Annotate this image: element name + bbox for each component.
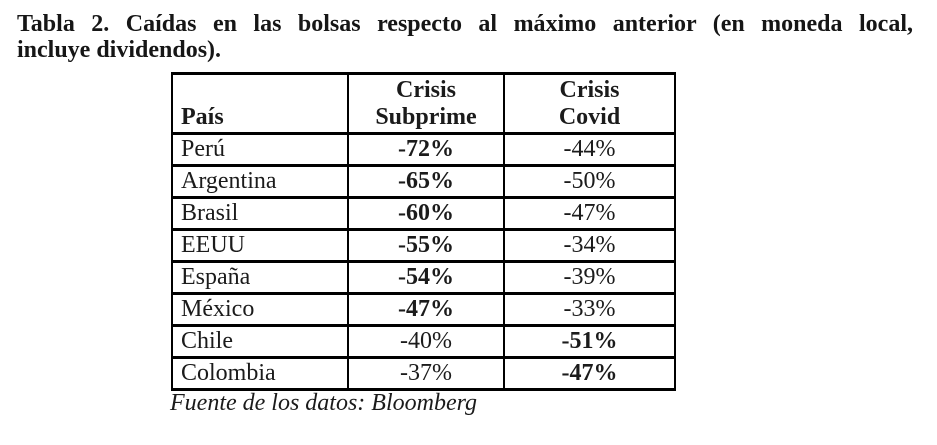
subprime-value-cell: -40% bbox=[347, 324, 505, 359]
covid-value-cell: -34% bbox=[503, 228, 676, 263]
country-cell: México bbox=[171, 292, 349, 327]
header-cell-crisis-subprime: Crisis Subprime bbox=[347, 72, 505, 135]
country-cell: España bbox=[171, 260, 349, 295]
crisis-drawdown-table: País Crisis Subprime Crisis Covid Perú -7… bbox=[171, 72, 676, 391]
subprime-value-cell: -60% bbox=[347, 196, 505, 231]
covid-value-cell: -50% bbox=[503, 164, 676, 199]
covid-value-cell: -44% bbox=[503, 132, 676, 167]
covid-value-cell: -47% bbox=[503, 356, 676, 391]
table-row: Brasil -60% -47% bbox=[171, 196, 676, 231]
header-cell-country: País bbox=[171, 72, 349, 135]
subprime-value-cell: -54% bbox=[347, 260, 505, 295]
covid-value-cell: -39% bbox=[503, 260, 676, 295]
table-row: Colombia -37% -47% bbox=[171, 356, 676, 391]
subprime-value-cell: -47% bbox=[347, 292, 505, 327]
table-caption-line2: incluye dividendos). bbox=[17, 37, 222, 63]
subprime-value-cell: -55% bbox=[347, 228, 505, 263]
country-cell: Argentina bbox=[171, 164, 349, 199]
table-row: México -47% -33% bbox=[171, 292, 676, 327]
table-caption: Tabla 2. Caídas en las bolsas respecto a… bbox=[17, 11, 913, 63]
table-caption-line1: Tabla 2. Caídas en las bolsas respecto a… bbox=[17, 11, 913, 37]
table-row: España -54% -39% bbox=[171, 260, 676, 295]
source-note: Fuente de los datos: Bloomberg bbox=[170, 390, 478, 416]
table-body: Perú -72% -44% Argentina -65% -50% Brasil -60% -… bbox=[171, 132, 676, 391]
covid-value-cell: -47% bbox=[503, 196, 676, 231]
header-cell-crisis-covid: Crisis Covid bbox=[503, 72, 676, 135]
country-cell: Brasil bbox=[171, 196, 349, 231]
table-header-row: País Crisis Subprime Crisis Covid bbox=[171, 72, 676, 135]
subprime-value-cell: -37% bbox=[347, 356, 505, 391]
table-row: Chile -40% -51% bbox=[171, 324, 676, 359]
table-row: Perú -72% -44% bbox=[171, 132, 676, 167]
country-cell: Chile bbox=[171, 324, 349, 359]
covid-value-cell: -33% bbox=[503, 292, 676, 327]
country-cell: EEUU bbox=[171, 228, 349, 263]
table-row: EEUU -55% -34% bbox=[171, 228, 676, 263]
subprime-value-cell: -72% bbox=[347, 132, 505, 167]
country-cell: Colombia bbox=[171, 356, 349, 391]
table-row: Argentina -65% -50% bbox=[171, 164, 676, 199]
subprime-value-cell: -65% bbox=[347, 164, 505, 199]
country-cell: Perú bbox=[171, 132, 349, 167]
covid-value-cell: -51% bbox=[503, 324, 676, 359]
